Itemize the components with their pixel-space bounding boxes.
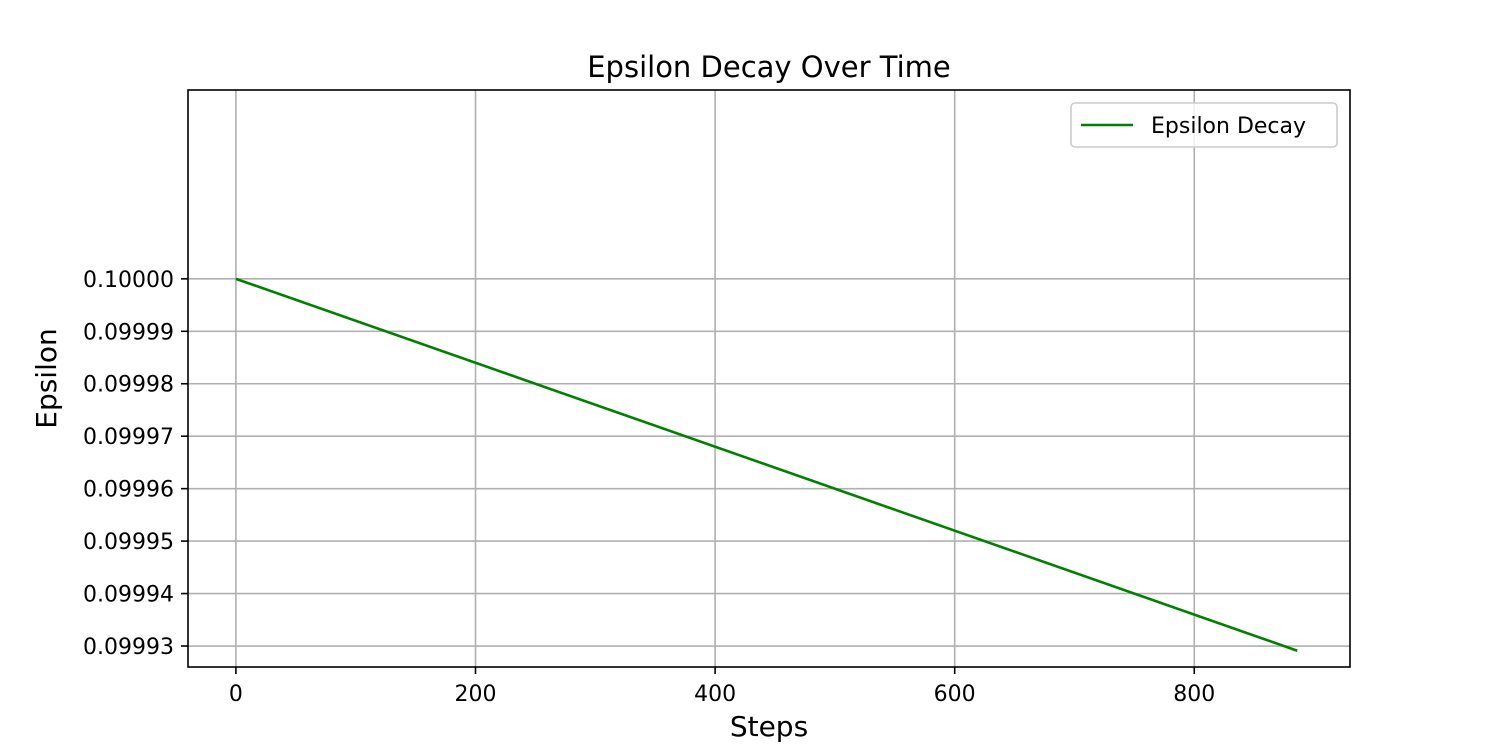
y-tick-label: 0.09998: [83, 373, 174, 398]
plot-frame: [187, 89, 1351, 668]
tick-layer: 0 200 400 600 800 0.09993 0.09994 0.09995 0.0999…: [83, 268, 1215, 707]
chart-title: Epsilon Decay Over Time: [587, 50, 951, 84]
x-axis-title: Steps: [730, 710, 808, 743]
x-tick-label: 600: [934, 682, 976, 707]
x-tick-label: 400: [694, 682, 736, 707]
x-tick-label: 800: [1173, 682, 1215, 707]
x-tick-label: 0: [229, 682, 243, 707]
y-tick-label: 0.09997: [83, 425, 174, 450]
legend-label: Epsilon Decay: [1151, 114, 1306, 139]
y-tick-label: 0.09996: [83, 478, 174, 503]
series-line-epsilon-decay: [235, 277, 1298, 652]
y-axis-title: Epsilon: [30, 328, 63, 429]
legend: Epsilon Decay: [1070, 102, 1338, 148]
y-tick-label: 0.10000: [83, 268, 174, 293]
legend-box: [1070, 102, 1338, 148]
y-tick-label: 0.09995: [83, 530, 174, 555]
y-tick-label: 0.09993: [83, 635, 174, 660]
grid-layer: [188, 90, 1350, 667]
x-tick-label: 200: [455, 682, 497, 707]
y-tick-label: 0.09999: [83, 320, 174, 345]
series-layer: [235, 277, 1298, 652]
y-tick-label: 0.09994: [83, 583, 174, 608]
